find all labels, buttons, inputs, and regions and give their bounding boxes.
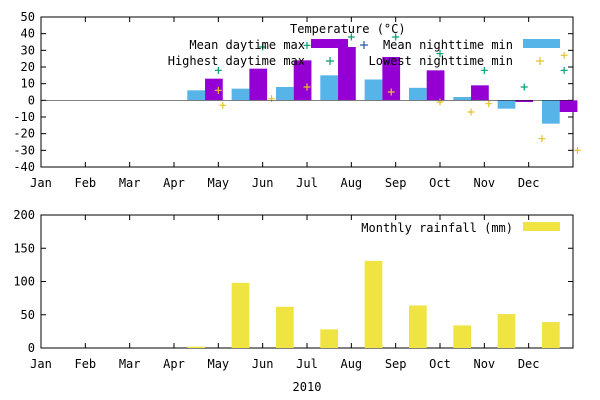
point-0-3-4 <box>387 88 395 96</box>
x-tick-label: Nov <box>473 357 495 371</box>
bar-0-1-3 <box>338 47 356 101</box>
point-0-2-0 <box>214 66 222 74</box>
point-0-2-7 <box>520 83 528 91</box>
legend-swatch <box>523 39 560 48</box>
legend-label: Lowest nighttime min <box>369 54 514 68</box>
legend-swatch <box>311 39 348 48</box>
bar-1-0-0 <box>187 346 206 348</box>
bar-0-1-0 <box>205 78 223 101</box>
bar-1-0-6 <box>453 325 472 348</box>
bar-1-0-8 <box>541 322 560 348</box>
legend-label: Mean nighttime min <box>383 38 513 52</box>
point-0-3-2 <box>268 95 276 103</box>
x-tick-label: Apr <box>163 176 185 190</box>
x-axis-label: 2010 <box>293 380 322 394</box>
point-0-2-3 <box>347 33 355 41</box>
legend-label: Highest daytime max <box>168 54 305 68</box>
bar-0-0-3 <box>320 75 339 101</box>
x-tick-label: Mar <box>119 176 141 190</box>
bar-1-0-5 <box>408 305 427 348</box>
bar-0-1-1 <box>249 68 268 101</box>
legend-label: Monthly rainfall (mm) <box>361 221 513 235</box>
bar-0-0-6 <box>453 97 472 101</box>
x-tick-label: Jun <box>252 176 274 190</box>
point-0-3-1 <box>219 101 227 109</box>
bar-1-0-2 <box>275 306 294 348</box>
point-0-3-7 <box>485 100 493 108</box>
bar-0-0-4 <box>364 79 383 101</box>
y-tick-label: 100 <box>13 275 35 289</box>
y-tick-label: 0 <box>28 341 35 355</box>
x-tick-label: Jan <box>30 357 52 371</box>
point-0-2-6 <box>480 66 488 74</box>
bar-0-0-0 <box>187 90 206 101</box>
y-tick-label: 40 <box>21 27 35 41</box>
x-tick-label: Nov <box>473 176 495 190</box>
legend-marker <box>326 57 334 65</box>
x-tick-label: Aug <box>340 357 362 371</box>
point-0-2-8 <box>560 66 568 74</box>
x-tick-label: Apr <box>163 357 185 371</box>
y-tick-label: 30 <box>21 43 35 57</box>
x-tick-label: Jan <box>30 176 52 190</box>
point-0-3-6 <box>467 108 475 116</box>
x-tick-label: Aug <box>340 176 362 190</box>
y-tick-label: 50 <box>21 10 35 24</box>
x-tick-label: Oct <box>429 176 451 190</box>
legend-marker <box>536 57 544 65</box>
bar-0-1-6 <box>471 85 489 101</box>
point-0-3-3 <box>303 83 311 91</box>
bar-1-0-7 <box>497 314 516 348</box>
y-tick-label: -10 <box>13 110 35 124</box>
y-tick-label: 200 <box>13 208 35 222</box>
bar-0-1-5 <box>426 70 445 101</box>
bar-1-0-1 <box>231 282 250 348</box>
point-0-3-5 <box>436 98 444 106</box>
point-0-2-5 <box>436 50 444 58</box>
y-tick-label: -40 <box>13 160 35 174</box>
point-0-2-4 <box>392 33 400 41</box>
y-tick-label: 50 <box>21 308 35 322</box>
bar-0-0-1 <box>231 88 250 101</box>
bar-0-0-2 <box>275 87 294 101</box>
y-tick-label: 0 <box>28 93 35 107</box>
point-0-3-10 <box>573 146 581 154</box>
legend-swatch <box>523 222 560 231</box>
x-tick-label: Sep <box>385 357 407 371</box>
point-0-3-8 <box>538 135 546 143</box>
y-tick-label: -30 <box>13 143 35 157</box>
x-tick-label: May <box>207 176 229 190</box>
y-tick-label: -20 <box>13 127 35 141</box>
chart-title: Temperature (°C) <box>290 22 406 36</box>
x-tick-label: Jul <box>296 176 318 190</box>
x-tick-label: Feb <box>74 357 96 371</box>
x-tick-label: May <box>207 357 229 371</box>
bar-0-0-8 <box>541 100 560 124</box>
bar-0-0-5 <box>408 87 427 101</box>
bar-0-1-4 <box>382 57 401 101</box>
x-tick-label: Oct <box>429 357 451 371</box>
point-0-3-0 <box>214 86 222 94</box>
bar-1-0-4 <box>364 260 383 348</box>
x-tick-label: Dec <box>518 357 540 371</box>
legend-label: Mean daytime max <box>189 38 305 52</box>
legend-marker <box>360 41 368 49</box>
x-tick-label: Mar <box>119 357 141 371</box>
bar-0-1-7 <box>515 100 534 102</box>
x-tick-label: Jul <box>296 357 318 371</box>
point-0-2-1 <box>259 43 267 51</box>
point-0-2-2 <box>303 41 311 49</box>
x-tick-label: Sep <box>385 176 407 190</box>
bar-0-0-7 <box>497 100 516 109</box>
x-tick-label: Jun <box>252 357 274 371</box>
x-tick-label: Dec <box>518 176 540 190</box>
bar-0-1-8 <box>559 100 578 112</box>
y-tick-label: 10 <box>21 77 35 91</box>
point-0-3-9 <box>560 51 568 59</box>
x-tick-label: Feb <box>74 176 96 190</box>
bar-1-0-3 <box>320 329 339 348</box>
y-tick-label: 20 <box>21 60 35 74</box>
y-tick-label: 150 <box>13 241 35 255</box>
